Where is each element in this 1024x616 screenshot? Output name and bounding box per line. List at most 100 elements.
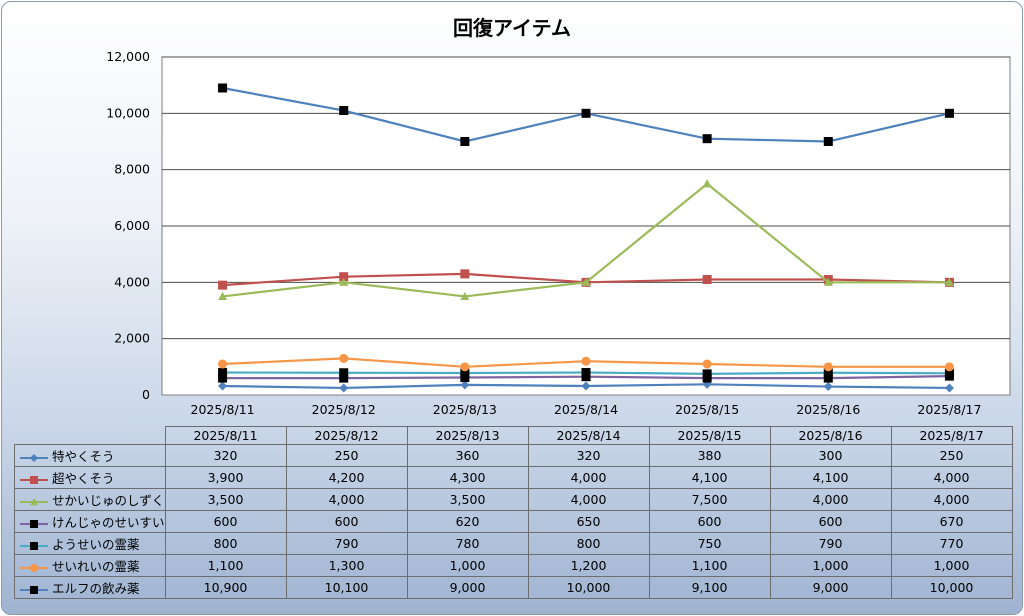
data-point (823, 382, 833, 392)
table-header-cell: 2025/8/11 (164, 426, 287, 445)
y-tick-label: 12,000 (106, 49, 150, 64)
legend-label: けんじゃのせいすい (52, 515, 165, 530)
x-tick-label: 2025/8/16 (796, 402, 860, 417)
data-point (30, 453, 38, 462)
table-row: ようせいの霊薬 800 790 780 800 750 790 770 (14, 532, 1013, 555)
data-point (460, 291, 470, 301)
table-cell: 10,000 (890, 576, 1013, 599)
data-point (30, 585, 38, 594)
table-cell: 780 (406, 532, 529, 555)
legend-entry: ようせいの霊薬 (14, 532, 166, 555)
table-cell: 3,500 (406, 488, 529, 511)
data-point (460, 137, 470, 146)
data-table: 2025/8/11 2025/8/12 2025/8/13 2025/8/14 2025… (14, 426, 1013, 599)
data-point (460, 373, 470, 383)
data-point (702, 369, 712, 379)
data-point (460, 362, 470, 372)
table-row: 特やくそう 320 250 360 320 380 300 250 (14, 444, 1013, 467)
table-header-cell: 2025/8/13 (406, 426, 529, 445)
table-cell: 1,100 (648, 554, 771, 577)
legend-label: ようせいの霊薬 (52, 537, 140, 552)
table-cell: 10,100 (285, 576, 408, 599)
data-point (218, 280, 228, 290)
legend-entry: 超やくそう (14, 466, 166, 489)
legend-entry: けんじゃのせいすい (14, 510, 166, 533)
table-cell: 9,000 (769, 576, 892, 599)
data-point (702, 179, 712, 188)
table-cell: 10,900 (164, 576, 287, 599)
table-cell: 620 (406, 510, 529, 533)
legend-entry: せかいじゅのしずく (14, 488, 166, 511)
table-cell: 1,000 (406, 554, 529, 577)
data-point (339, 272, 349, 282)
data-point (218, 373, 228, 383)
y-tick-label: 10,000 (106, 105, 150, 120)
table-row: 超やくそう 3,900 4,200 4,300 4,000 4,100 4,100 4,000 (14, 466, 1013, 489)
data-point (944, 362, 954, 372)
table-cell: 770 (890, 532, 1013, 555)
legend-label: 特やくそう (52, 449, 115, 464)
table-row: けんじゃのせいすい 600 600 620 650 600 600 670 (14, 510, 1013, 533)
table-row: せいれいの霊薬 1,100 1,300 1,000 1,200 1,100 1,000 1,0… (14, 554, 1013, 577)
line-chart: 0 2,000 4,000 6,000 8,000 10,000 12,000 2025/8/… (106, 49, 1011, 417)
data-point (30, 519, 38, 528)
table-header-cell: 2025/8/14 (527, 426, 650, 445)
table-row: エルフの飲み薬 10,900 10,100 9,000 10,000 9,100 9,000… (14, 576, 1013, 599)
y-tick-label: 8,000 (114, 162, 150, 177)
data-point (581, 277, 591, 286)
table-cell: 4,300 (406, 466, 529, 489)
data-point (823, 362, 833, 372)
table-cell: 320 (164, 444, 287, 467)
table-cell: 4,000 (769, 488, 892, 511)
table-cell: 4,000 (890, 488, 1013, 511)
table-cell: 3,500 (164, 488, 287, 511)
series-5 (218, 353, 954, 372)
data-point (218, 359, 228, 369)
table-cell: 10,000 (527, 576, 650, 599)
data-point (218, 381, 228, 391)
table-header-cell: 2025/8/12 (285, 426, 408, 445)
x-tick-label: 2025/8/15 (675, 402, 739, 417)
table-cell: 4,100 (769, 466, 892, 489)
data-point (823, 137, 833, 146)
data-point (30, 541, 38, 550)
table-cell: 1,100 (164, 554, 287, 577)
table-cell: 9,100 (648, 576, 771, 599)
legend-key-icon (20, 475, 48, 484)
table-cell: 600 (769, 510, 892, 533)
table-cell: 600 (648, 510, 771, 533)
table-cell: 4,000 (285, 488, 408, 511)
data-point (339, 373, 349, 383)
table-cell: 7,500 (648, 488, 771, 511)
table-cell: 360 (406, 444, 529, 467)
data-point (30, 497, 38, 505)
table-cell: 1,000 (890, 554, 1013, 577)
table-header-cell: 2025/8/17 (890, 426, 1013, 445)
data-point (581, 108, 591, 118)
legend-key-icon (20, 453, 48, 462)
data-point (581, 381, 591, 391)
data-point (823, 277, 833, 286)
data-point (339, 106, 349, 116)
legend-label: せかいじゅのしずく (52, 493, 165, 508)
legend-key-icon (20, 519, 48, 528)
x-tick-label: 2025/8/13 (433, 402, 497, 417)
table-header-cell: 2025/8/16 (769, 426, 892, 445)
data-point (460, 380, 470, 390)
table-cell: 4,200 (285, 466, 408, 489)
table-cell: 670 (890, 510, 1013, 533)
data-point (581, 367, 591, 377)
y-tick-label: 6,000 (114, 218, 150, 233)
data-point (30, 563, 38, 572)
x-tick-label: 2025/8/14 (554, 402, 618, 417)
x-tick-label: 2025/8/12 (312, 402, 376, 417)
data-point (944, 383, 954, 393)
table-cell: 600 (285, 510, 408, 533)
legend-entry: せいれいの霊薬 (14, 554, 166, 577)
table-cell: 4,000 (890, 466, 1013, 489)
data-point (823, 368, 833, 378)
table-cell: 9,000 (406, 576, 529, 599)
data-point (339, 277, 349, 286)
data-point (944, 368, 954, 378)
